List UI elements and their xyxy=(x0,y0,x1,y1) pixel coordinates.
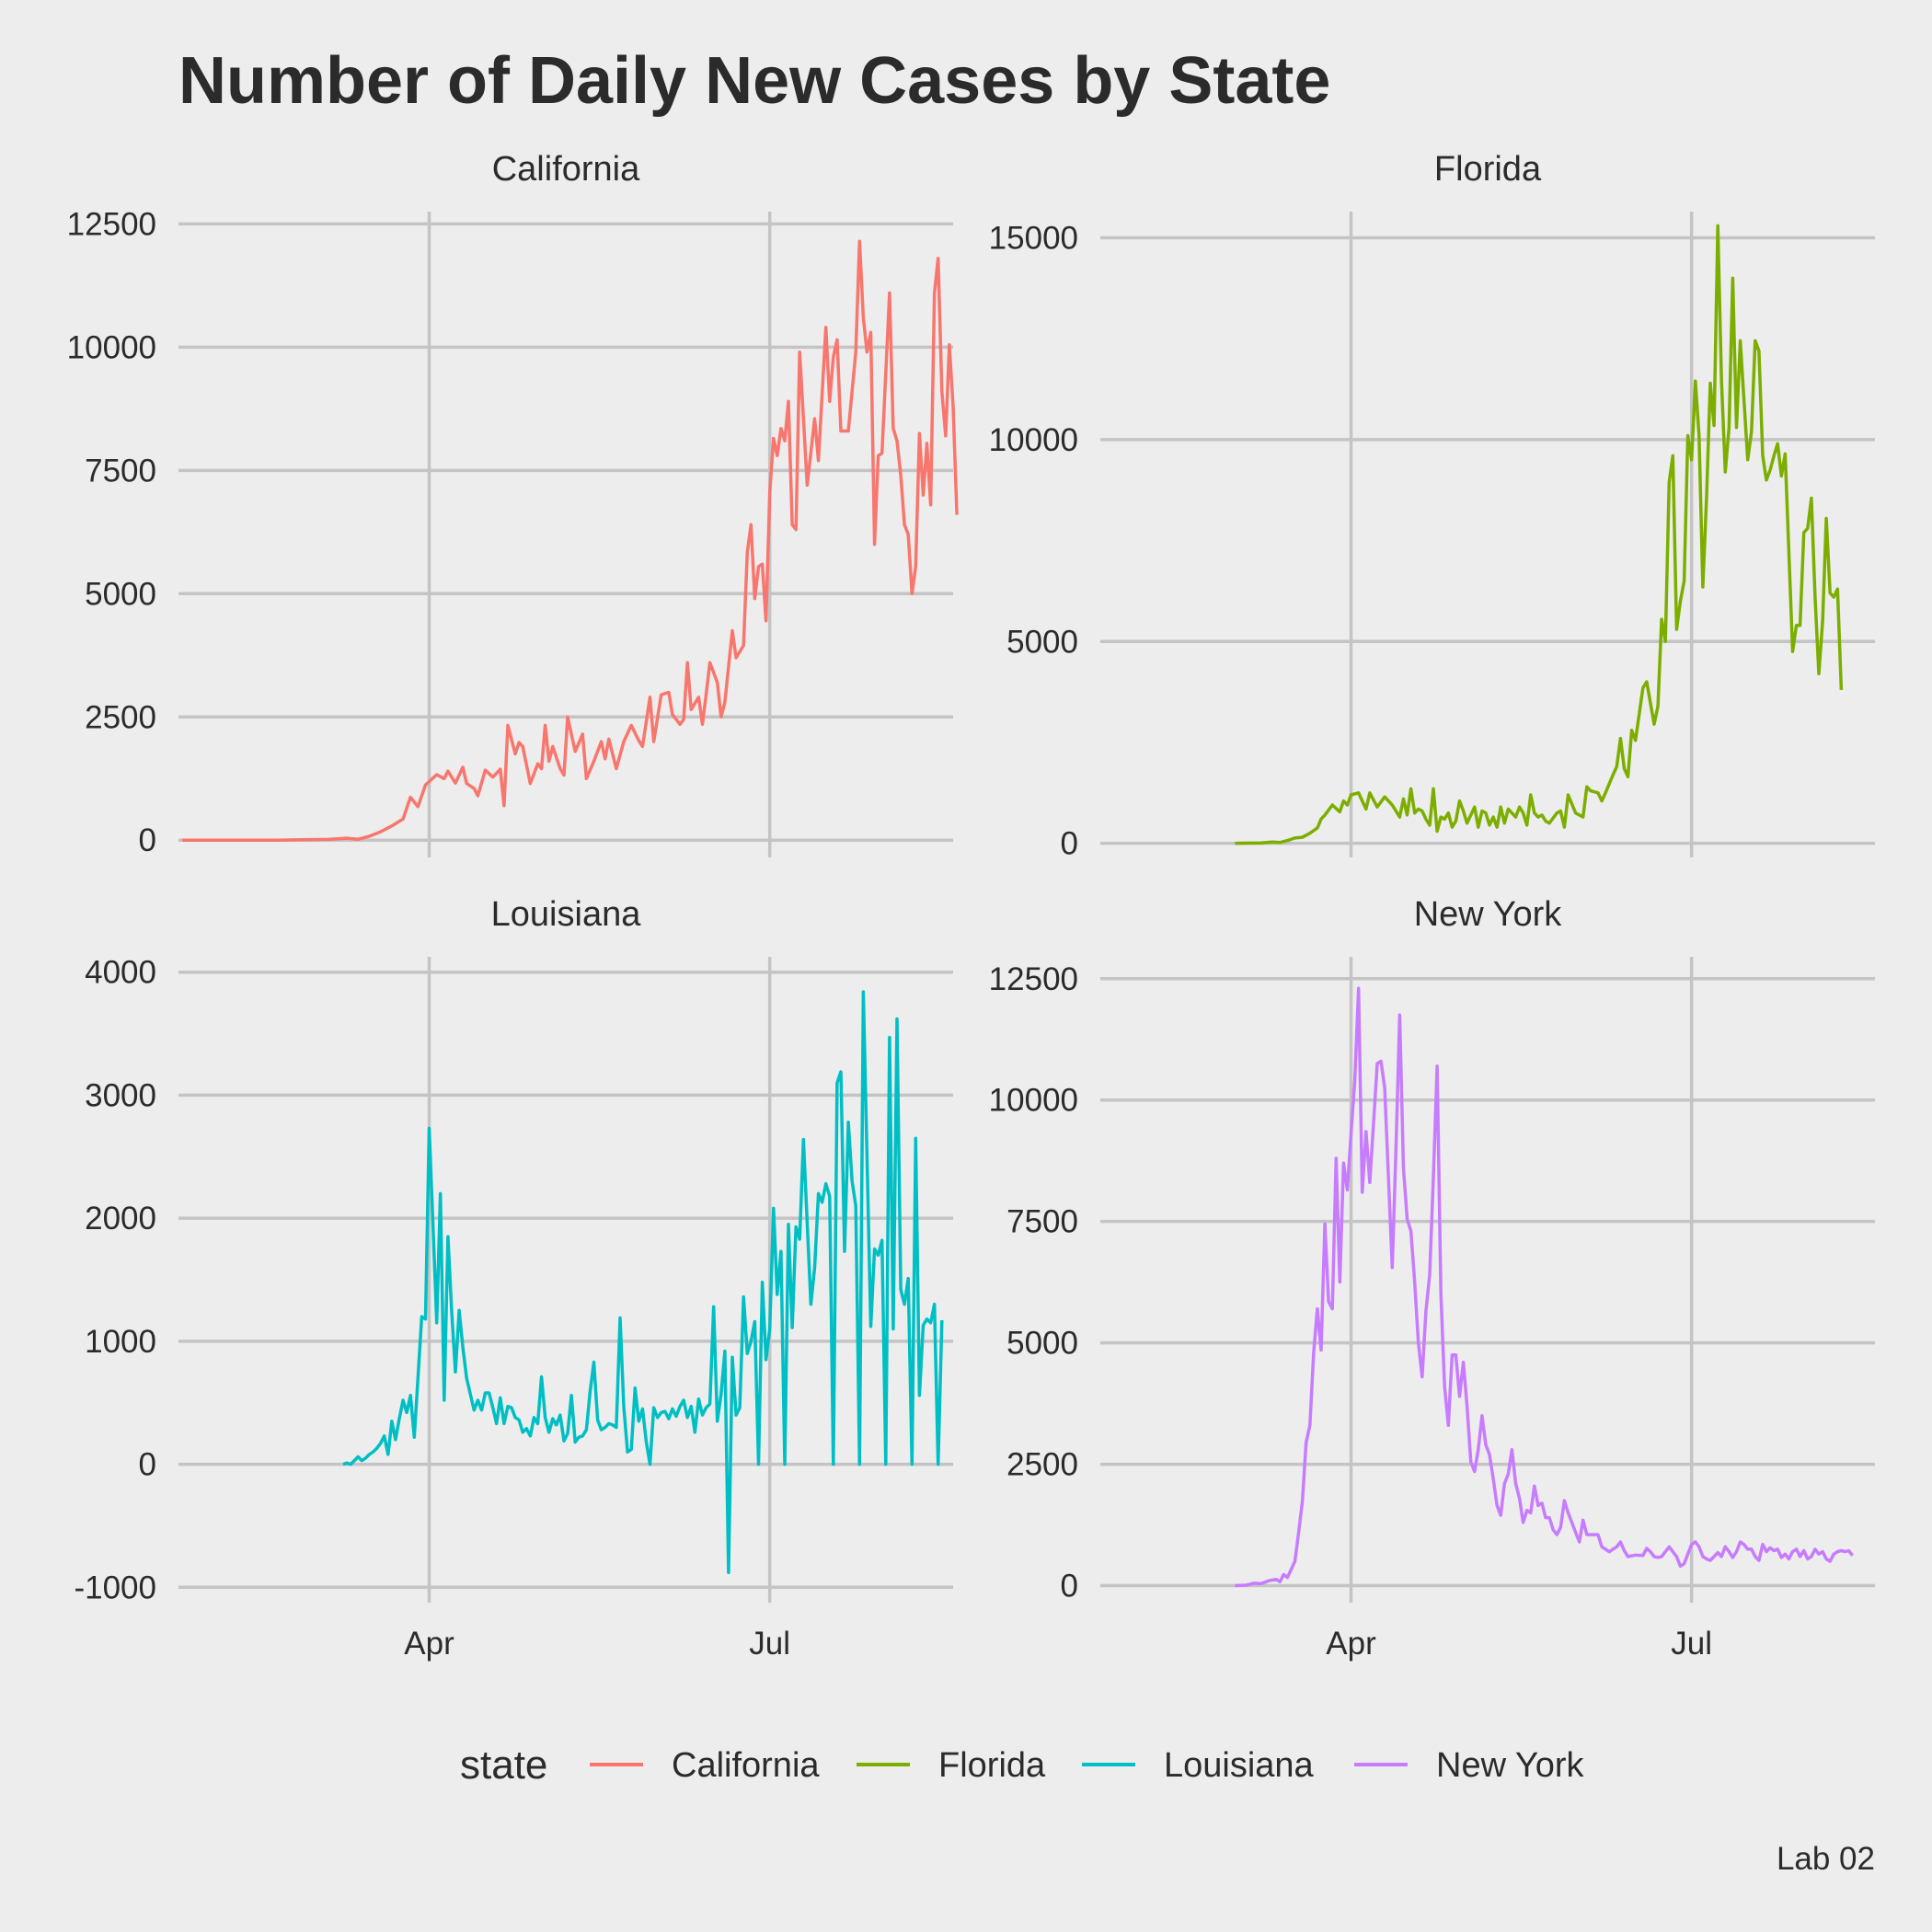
y-tick-label: 1000 xyxy=(85,1324,156,1360)
chart-title: Number of Daily New Cases by State xyxy=(178,44,1330,118)
y-tick-label: 0 xyxy=(1061,1569,1078,1604)
y-tick-label: 0 xyxy=(1061,826,1078,862)
panel-new-york: New York 0 2500 5000 7500 10000 12500 Apr Jul xyxy=(989,895,1875,1662)
x-tick-label: Jul xyxy=(749,1626,790,1662)
facet-panels: California02500500075001000012500Florida… xyxy=(67,150,1875,1662)
y-tick-label: -1000 xyxy=(74,1570,156,1605)
legend-item-florida: Florida xyxy=(857,1746,1046,1785)
panel-california: California 0 2500 5000 7500 10000 12500 xyxy=(67,150,959,858)
y-tick-label: 5000 xyxy=(1006,1326,1078,1362)
y-tick-label: 0 xyxy=(139,822,156,858)
y-tick-label: 0 xyxy=(139,1447,156,1483)
legend: state California Florida Louisiana New York xyxy=(460,1742,1585,1788)
x-tick-label: Apr xyxy=(404,1626,454,1662)
y-tick-label: 10000 xyxy=(989,1083,1078,1119)
series-line-florida xyxy=(1235,224,1844,845)
facet-label-florida: Florida xyxy=(1434,150,1542,189)
legend-label-florida: Florida xyxy=(938,1746,1046,1785)
y-tick-label: 7500 xyxy=(1006,1204,1078,1240)
series-line-new-york xyxy=(1235,986,1854,1588)
legend-label-louisiana: Louisiana xyxy=(1164,1746,1315,1785)
panel-louisiana: Louisiana -1000 0 1000 2000 3000 4000 Apr Jul xyxy=(74,895,953,1662)
legend-label-new-york: New York xyxy=(1436,1746,1585,1785)
x-tick-label: Apr xyxy=(1326,1626,1376,1662)
y-tick-label: 2500 xyxy=(85,699,156,735)
legend-title: state xyxy=(460,1742,547,1788)
legend-item-california: California xyxy=(590,1746,820,1785)
caption: Lab 02 xyxy=(1777,1841,1875,1877)
legend-label-california: California xyxy=(672,1746,820,1785)
legend-item-louisiana: Louisiana xyxy=(1082,1746,1315,1785)
y-tick-label: 2500 xyxy=(1006,1447,1078,1483)
y-tick-label: 12500 xyxy=(989,961,1078,997)
y-tick-label: 10000 xyxy=(67,329,156,365)
y-tick-label: 15000 xyxy=(989,221,1078,257)
y-tick-label: 12500 xyxy=(67,206,156,242)
y-tick-label: 4000 xyxy=(85,955,156,991)
facet-label-louisiana: Louisiana xyxy=(491,895,642,934)
facet-label-california: California xyxy=(492,150,640,189)
y-tick-label: 3000 xyxy=(85,1077,156,1113)
series-line-louisiana xyxy=(342,990,944,1574)
y-tick-label: 2000 xyxy=(85,1201,156,1236)
panel-florida: Florida 0 5000 10000 15000 xyxy=(989,150,1875,862)
y-tick-label: 5000 xyxy=(1006,624,1078,660)
y-tick-label: 5000 xyxy=(85,576,156,612)
legend-item-new-york: New York xyxy=(1354,1746,1585,1785)
facet-label-new-york: New York xyxy=(1414,895,1563,934)
x-tick-label: Jul xyxy=(1671,1626,1712,1662)
series-line-california xyxy=(182,239,959,842)
y-tick-label: 10000 xyxy=(989,422,1078,458)
y-tick-label: 7500 xyxy=(85,453,156,489)
